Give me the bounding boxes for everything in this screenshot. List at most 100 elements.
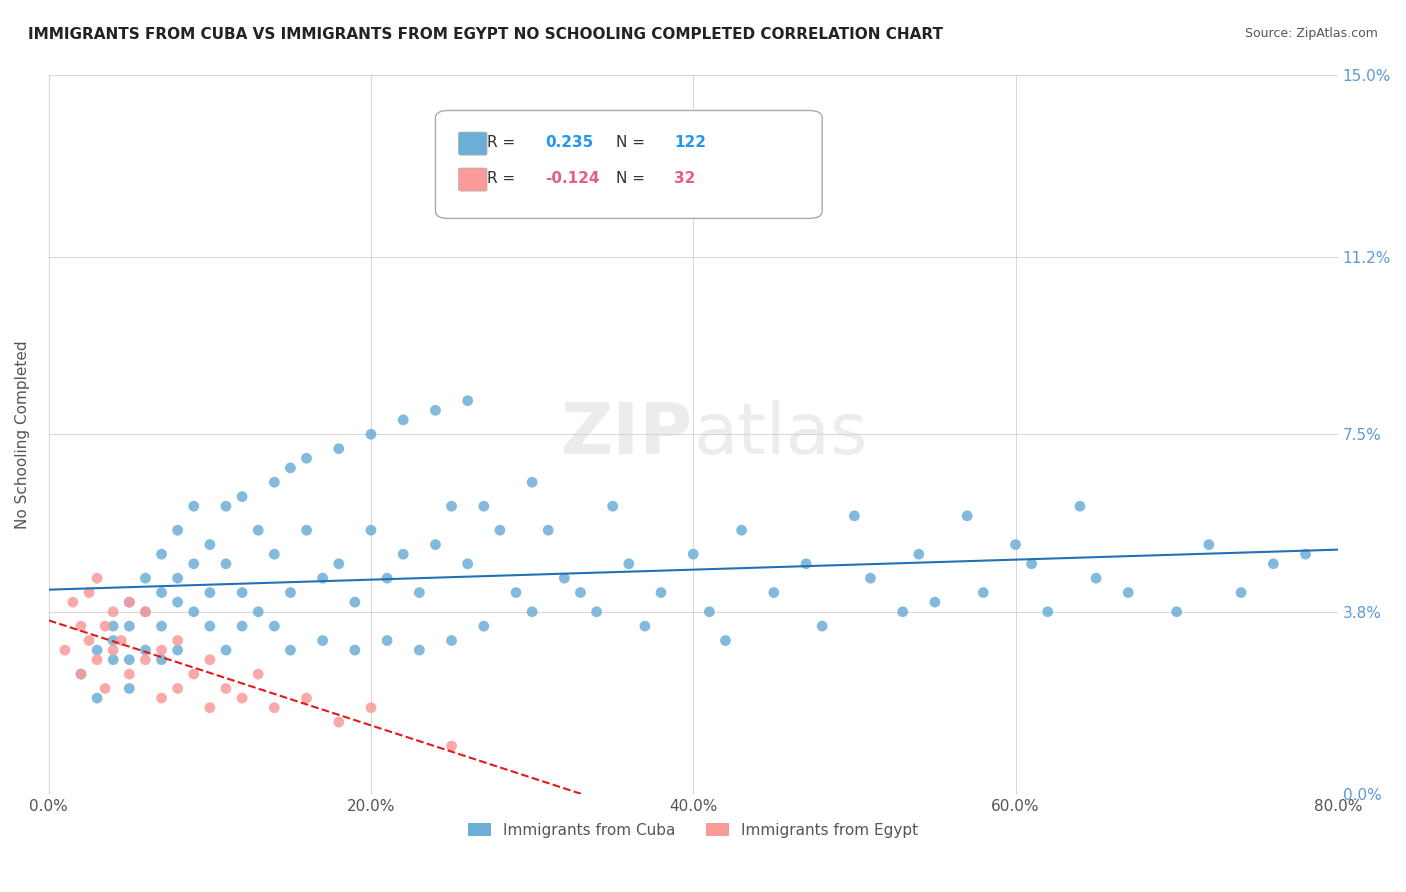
Text: N =: N =	[616, 136, 650, 151]
Point	[198, 538, 221, 552]
Point	[1069, 500, 1091, 514]
Point	[247, 523, 270, 537]
Point	[602, 500, 624, 514]
Point	[472, 619, 495, 633]
Point	[263, 547, 285, 561]
Point	[924, 595, 946, 609]
Point	[295, 523, 318, 537]
Point	[183, 557, 205, 571]
Point	[553, 571, 575, 585]
Point	[343, 643, 366, 657]
Point	[134, 653, 156, 667]
Point	[634, 619, 657, 633]
Point	[231, 619, 253, 633]
Point	[360, 700, 382, 714]
Point	[70, 619, 93, 633]
Point	[215, 500, 238, 514]
Point	[908, 547, 931, 561]
Point	[360, 427, 382, 442]
Point	[280, 460, 302, 475]
Point	[231, 585, 253, 599]
Point	[311, 633, 333, 648]
Point	[650, 585, 672, 599]
Point	[328, 714, 350, 729]
Point	[505, 585, 527, 599]
FancyBboxPatch shape	[458, 132, 486, 155]
Point	[215, 557, 238, 571]
Text: R =: R =	[486, 136, 520, 151]
Point	[585, 605, 607, 619]
Point	[682, 547, 704, 561]
Point	[118, 595, 141, 609]
Point	[247, 605, 270, 619]
Point	[118, 619, 141, 633]
Point	[375, 571, 398, 585]
Point	[280, 585, 302, 599]
Point	[472, 500, 495, 514]
Point	[86, 653, 108, 667]
Y-axis label: No Schooling Completed: No Schooling Completed	[15, 340, 30, 529]
Point	[1021, 557, 1043, 571]
Point	[198, 653, 221, 667]
Point	[103, 633, 125, 648]
Point	[231, 490, 253, 504]
Point	[811, 619, 834, 633]
Point	[70, 667, 93, 681]
Point	[103, 605, 125, 619]
Point	[134, 643, 156, 657]
Point	[198, 585, 221, 599]
Point	[166, 523, 188, 537]
Point	[280, 643, 302, 657]
Legend: Immigrants from Cuba, Immigrants from Egypt: Immigrants from Cuba, Immigrants from Eg…	[463, 817, 925, 844]
Point	[150, 585, 173, 599]
Point	[134, 605, 156, 619]
Point	[215, 643, 238, 657]
Point	[77, 633, 100, 648]
Point	[118, 681, 141, 696]
Point	[328, 442, 350, 456]
Point	[1004, 538, 1026, 552]
Text: atlas: atlas	[693, 400, 868, 469]
Point	[295, 691, 318, 706]
Point	[247, 667, 270, 681]
Point	[440, 633, 463, 648]
Point	[1230, 585, 1253, 599]
Text: N =: N =	[616, 171, 650, 186]
Point	[103, 619, 125, 633]
Point	[1295, 547, 1317, 561]
Point	[1116, 585, 1139, 599]
Point	[86, 691, 108, 706]
Point	[150, 547, 173, 561]
Point	[150, 619, 173, 633]
Point	[617, 557, 640, 571]
Text: R =: R =	[486, 171, 520, 186]
Point	[375, 633, 398, 648]
Point	[408, 643, 430, 657]
Point	[77, 585, 100, 599]
Point	[94, 619, 117, 633]
Point	[231, 691, 253, 706]
Point	[440, 500, 463, 514]
Text: IMMIGRANTS FROM CUBA VS IMMIGRANTS FROM EGYPT NO SCHOOLING COMPLETED CORRELATION: IMMIGRANTS FROM CUBA VS IMMIGRANTS FROM …	[28, 27, 943, 42]
Point	[762, 585, 785, 599]
Point	[520, 475, 543, 490]
Point	[110, 633, 132, 648]
Text: Source: ZipAtlas.com: Source: ZipAtlas.com	[1244, 27, 1378, 40]
Point	[956, 508, 979, 523]
FancyBboxPatch shape	[458, 168, 486, 191]
Point	[166, 633, 188, 648]
Text: 122: 122	[673, 136, 706, 151]
Point	[794, 557, 817, 571]
Point	[86, 643, 108, 657]
Point	[457, 393, 479, 408]
Point	[53, 643, 76, 657]
Point	[489, 523, 512, 537]
Point	[408, 585, 430, 599]
Point	[134, 605, 156, 619]
Point	[198, 619, 221, 633]
Point	[891, 605, 914, 619]
Point	[699, 605, 721, 619]
Point	[844, 508, 866, 523]
Point	[263, 475, 285, 490]
Point	[972, 585, 994, 599]
